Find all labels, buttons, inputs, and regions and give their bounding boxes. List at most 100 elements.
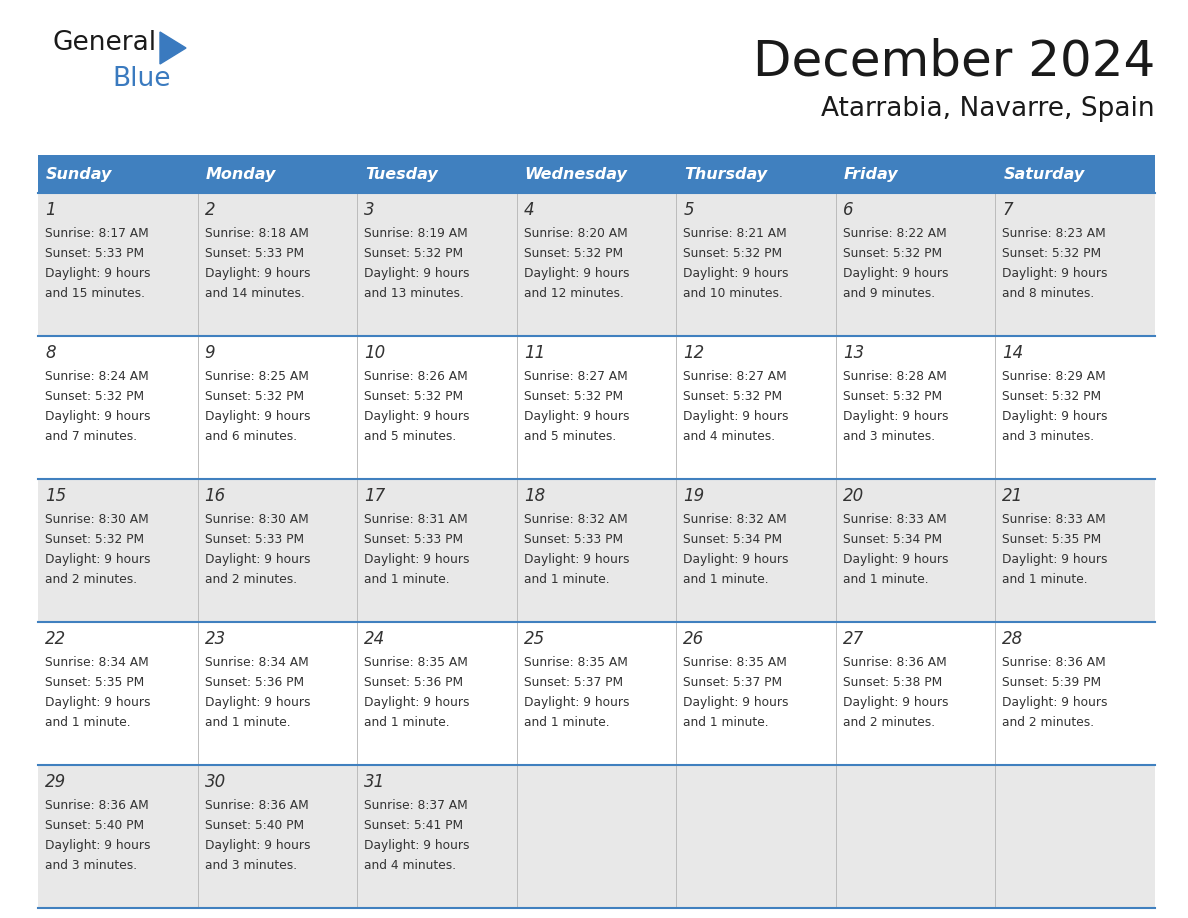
Text: 16: 16 (204, 487, 226, 505)
Text: 31: 31 (365, 773, 385, 791)
Text: Sunset: 5:38 PM: Sunset: 5:38 PM (842, 676, 942, 689)
Text: and 1 minute.: and 1 minute. (524, 716, 609, 729)
Text: 2: 2 (204, 201, 215, 219)
Text: Sunset: 5:41 PM: Sunset: 5:41 PM (365, 819, 463, 832)
Text: Sunrise: 8:27 AM: Sunrise: 8:27 AM (524, 370, 627, 383)
Text: Daylight: 9 hours: Daylight: 9 hours (45, 839, 151, 852)
Text: Sunrise: 8:22 AM: Sunrise: 8:22 AM (842, 227, 947, 240)
Text: Daylight: 9 hours: Daylight: 9 hours (365, 696, 469, 709)
Text: General: General (52, 30, 156, 56)
Text: 6: 6 (842, 201, 853, 219)
Text: and 1 minute.: and 1 minute. (683, 573, 769, 586)
Text: 7: 7 (1003, 201, 1013, 219)
Text: Sunrise: 8:35 AM: Sunrise: 8:35 AM (524, 656, 627, 669)
Text: 14: 14 (1003, 344, 1024, 362)
Text: Sunset: 5:32 PM: Sunset: 5:32 PM (365, 390, 463, 403)
Bar (38, 336, 1155, 479)
Text: Daylight: 9 hours: Daylight: 9 hours (204, 696, 310, 709)
Text: Daylight: 9 hours: Daylight: 9 hours (45, 696, 151, 709)
Text: Daylight: 9 hours: Daylight: 9 hours (524, 267, 630, 280)
Text: Daylight: 9 hours: Daylight: 9 hours (1003, 553, 1108, 566)
Text: Sunrise: 8:32 AM: Sunrise: 8:32 AM (683, 513, 786, 526)
Text: Daylight: 9 hours: Daylight: 9 hours (365, 839, 469, 852)
Text: Sunset: 5:32 PM: Sunset: 5:32 PM (683, 390, 783, 403)
Text: and 7 minutes.: and 7 minutes. (45, 430, 137, 443)
Text: Sunset: 5:32 PM: Sunset: 5:32 PM (204, 390, 304, 403)
Bar (38, 155, 1155, 193)
Text: and 3 minutes.: and 3 minutes. (204, 859, 297, 872)
Text: Sunrise: 8:30 AM: Sunrise: 8:30 AM (204, 513, 309, 526)
Text: Daylight: 9 hours: Daylight: 9 hours (365, 410, 469, 423)
Text: December 2024: December 2024 (753, 38, 1155, 86)
Text: Daylight: 9 hours: Daylight: 9 hours (45, 410, 151, 423)
Text: and 8 minutes.: and 8 minutes. (1003, 287, 1094, 300)
Text: Sunrise: 8:36 AM: Sunrise: 8:36 AM (45, 799, 148, 812)
Text: Sunrise: 8:21 AM: Sunrise: 8:21 AM (683, 227, 786, 240)
Text: 25: 25 (524, 630, 545, 648)
Text: Sunrise: 8:25 AM: Sunrise: 8:25 AM (204, 370, 309, 383)
Text: Sunset: 5:32 PM: Sunset: 5:32 PM (524, 247, 623, 260)
Text: Sunrise: 8:36 AM: Sunrise: 8:36 AM (1003, 656, 1106, 669)
Text: and 1 minute.: and 1 minute. (1003, 573, 1088, 586)
Text: Sunset: 5:37 PM: Sunset: 5:37 PM (524, 676, 623, 689)
Text: and 1 minute.: and 1 minute. (683, 716, 769, 729)
Text: and 2 minutes.: and 2 minutes. (842, 716, 935, 729)
Text: Sunset: 5:39 PM: Sunset: 5:39 PM (1003, 676, 1101, 689)
Text: and 3 minutes.: and 3 minutes. (1003, 430, 1094, 443)
Text: Daylight: 9 hours: Daylight: 9 hours (842, 553, 948, 566)
Text: Daylight: 9 hours: Daylight: 9 hours (204, 839, 310, 852)
Text: Sunrise: 8:24 AM: Sunrise: 8:24 AM (45, 370, 148, 383)
Text: Sunset: 5:32 PM: Sunset: 5:32 PM (1003, 247, 1101, 260)
Text: Sunrise: 8:37 AM: Sunrise: 8:37 AM (365, 799, 468, 812)
Text: 21: 21 (1003, 487, 1024, 505)
Text: Sunrise: 8:34 AM: Sunrise: 8:34 AM (45, 656, 148, 669)
Text: Sunrise: 8:31 AM: Sunrise: 8:31 AM (365, 513, 468, 526)
Text: Sunday: Sunday (46, 166, 113, 182)
Text: and 1 minute.: and 1 minute. (365, 573, 450, 586)
Text: 11: 11 (524, 344, 545, 362)
Text: Sunrise: 8:33 AM: Sunrise: 8:33 AM (842, 513, 947, 526)
Text: Daylight: 9 hours: Daylight: 9 hours (842, 410, 948, 423)
Text: Sunset: 5:33 PM: Sunset: 5:33 PM (524, 533, 623, 546)
Text: and 3 minutes.: and 3 minutes. (45, 859, 137, 872)
Text: 28: 28 (1003, 630, 1024, 648)
Text: Sunset: 5:33 PM: Sunset: 5:33 PM (204, 533, 304, 546)
Text: and 2 minutes.: and 2 minutes. (204, 573, 297, 586)
Text: and 15 minutes.: and 15 minutes. (45, 287, 145, 300)
Text: Sunrise: 8:30 AM: Sunrise: 8:30 AM (45, 513, 148, 526)
Text: 26: 26 (683, 630, 704, 648)
Text: Daylight: 9 hours: Daylight: 9 hours (524, 553, 630, 566)
Text: 4: 4 (524, 201, 535, 219)
Text: 29: 29 (45, 773, 67, 791)
Text: 1: 1 (45, 201, 56, 219)
Text: Daylight: 9 hours: Daylight: 9 hours (683, 553, 789, 566)
Text: and 12 minutes.: and 12 minutes. (524, 287, 624, 300)
Text: Sunset: 5:37 PM: Sunset: 5:37 PM (683, 676, 783, 689)
Text: and 2 minutes.: and 2 minutes. (1003, 716, 1094, 729)
Text: Sunrise: 8:18 AM: Sunrise: 8:18 AM (204, 227, 309, 240)
Text: Sunrise: 8:35 AM: Sunrise: 8:35 AM (365, 656, 468, 669)
Text: Sunset: 5:34 PM: Sunset: 5:34 PM (683, 533, 783, 546)
Text: Thursday: Thursday (684, 166, 767, 182)
Text: and 1 minute.: and 1 minute. (842, 573, 929, 586)
Text: and 9 minutes.: and 9 minutes. (842, 287, 935, 300)
Text: Atarrabia, Navarre, Spain: Atarrabia, Navarre, Spain (821, 96, 1155, 122)
Text: 22: 22 (45, 630, 67, 648)
Text: and 1 minute.: and 1 minute. (365, 716, 450, 729)
Bar (38, 765, 1155, 908)
Text: 18: 18 (524, 487, 545, 505)
Text: Sunrise: 8:29 AM: Sunrise: 8:29 AM (1003, 370, 1106, 383)
Text: and 1 minute.: and 1 minute. (524, 573, 609, 586)
Text: Sunset: 5:35 PM: Sunset: 5:35 PM (1003, 533, 1101, 546)
Text: 12: 12 (683, 344, 704, 362)
Text: Sunset: 5:35 PM: Sunset: 5:35 PM (45, 676, 144, 689)
Text: Sunrise: 8:34 AM: Sunrise: 8:34 AM (204, 656, 309, 669)
Text: Sunset: 5:34 PM: Sunset: 5:34 PM (842, 533, 942, 546)
Text: Daylight: 9 hours: Daylight: 9 hours (1003, 696, 1108, 709)
Text: 10: 10 (365, 344, 385, 362)
Text: Sunset: 5:32 PM: Sunset: 5:32 PM (683, 247, 783, 260)
Text: Sunset: 5:33 PM: Sunset: 5:33 PM (45, 247, 144, 260)
Text: and 1 minute.: and 1 minute. (204, 716, 290, 729)
Text: Sunset: 5:40 PM: Sunset: 5:40 PM (45, 819, 144, 832)
Text: Daylight: 9 hours: Daylight: 9 hours (842, 267, 948, 280)
